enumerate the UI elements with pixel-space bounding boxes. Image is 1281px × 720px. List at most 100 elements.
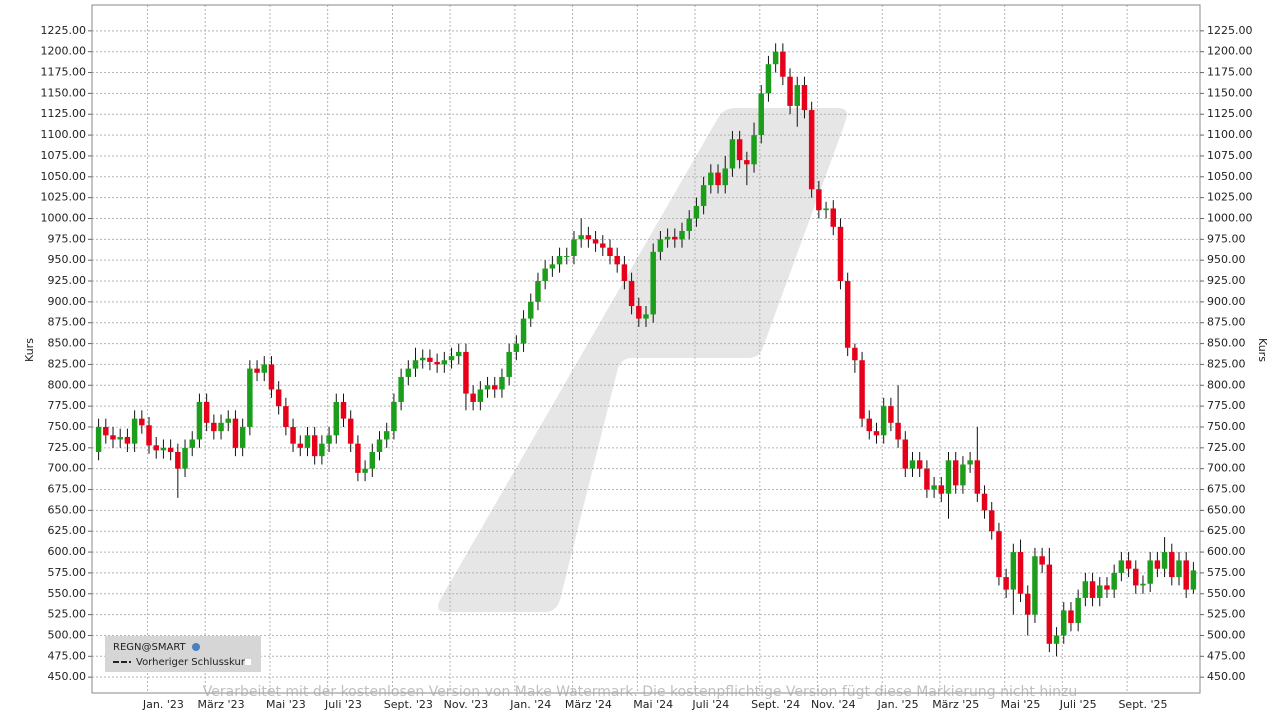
- y-tick-label: 900.00: [48, 295, 87, 308]
- candle-body: [218, 422, 224, 432]
- x-tick-label: Jan. '25: [877, 698, 919, 711]
- candle-body: [535, 281, 541, 302]
- candle-body: [513, 343, 520, 352]
- candle-body: [391, 401, 397, 432]
- y-tick-label: 825.00: [48, 357, 87, 370]
- candle-body: [103, 426, 109, 436]
- candle-body: [124, 436, 131, 444]
- y-tick-label: 950.00: [48, 253, 87, 266]
- candle-body: [679, 230, 685, 240]
- candle-body: [542, 268, 548, 282]
- candle-body: [290, 426, 296, 444]
- y-tick-label: 525.00: [48, 608, 87, 621]
- candle-body: [319, 443, 325, 457]
- x-tick-label: März '25: [932, 698, 979, 711]
- legend: REGN@SMART Vorheriger Schlusskurs: [105, 636, 261, 672]
- candle-body: [556, 256, 563, 265]
- x-tick-label: Juli '23: [324, 698, 362, 711]
- candle-body: [1161, 552, 1168, 569]
- candle-body: [333, 401, 340, 436]
- y2-tick-label: 925.00: [1207, 274, 1246, 287]
- y-tick-label: 600.00: [48, 545, 87, 558]
- candle-body: [225, 418, 231, 423]
- candle-body: [160, 447, 167, 451]
- x-tick-label: Mai '25: [1001, 698, 1041, 711]
- y2-tick-label: 450.00: [1207, 670, 1246, 683]
- logo-shape: [438, 108, 847, 612]
- x-tick-label: Sept. '23: [384, 698, 433, 711]
- y2-tick-label: 550.00: [1207, 587, 1246, 600]
- candle-body: [578, 235, 584, 240]
- candle-body: [427, 357, 433, 362]
- x-tick-label: Juli '24: [691, 698, 729, 711]
- y-tick-label: 1150.00: [41, 86, 87, 99]
- candle-body: [722, 168, 728, 186]
- candle-body: [383, 431, 390, 440]
- y-tick-label: 625.00: [48, 524, 87, 537]
- candle-body: [916, 460, 923, 469]
- candle-body: [592, 239, 599, 244]
- y-tick-label: 1000.00: [41, 211, 87, 224]
- candle-body: [888, 406, 894, 423]
- candle-body: [952, 460, 959, 486]
- y-tick-label: 775.00: [48, 399, 87, 412]
- candle-body: [117, 436, 123, 440]
- candle-body: [1039, 556, 1045, 565]
- candle-body: [866, 418, 873, 432]
- y2-tick-label: 975.00: [1207, 232, 1246, 245]
- candle-body: [1089, 581, 1096, 598]
- y2-tick-label: 725.00: [1207, 441, 1246, 454]
- y-tick-label: 1225.00: [41, 24, 87, 37]
- x-tick-label: Juli '25: [1059, 698, 1097, 711]
- candle-body: [95, 426, 102, 452]
- candle-body: [254, 368, 260, 373]
- candle-body: [564, 256, 570, 258]
- candle-body: [196, 401, 203, 440]
- candle-body: [945, 460, 952, 494]
- candle-body: [1010, 552, 1017, 590]
- candle-body: [1082, 581, 1089, 598]
- y2-tick-label: 1100.00: [1207, 128, 1253, 141]
- y-tick-label: 550.00: [48, 587, 87, 600]
- y2-tick-label: 1225.00: [1207, 24, 1253, 37]
- legend-entry: Vorheriger Schlusskurs: [136, 657, 250, 668]
- candle-body: [880, 406, 887, 436]
- candle-body: [492, 385, 498, 390]
- candle-body: [830, 208, 837, 227]
- candle-body: [816, 189, 822, 211]
- candle-body: [801, 85, 808, 111]
- candle-body: [636, 306, 642, 319]
- candle-body: [1025, 593, 1031, 615]
- candle-body: [981, 493, 988, 511]
- candle-body: [304, 435, 311, 448]
- candle-body: [585, 235, 592, 240]
- y2-tick-label: 1150.00: [1207, 86, 1253, 99]
- candle-body: [708, 172, 714, 186]
- candle-body: [823, 208, 829, 211]
- candle-body: [664, 236, 671, 240]
- candle-body: [1053, 635, 1060, 644]
- candle-body: [736, 139, 743, 161]
- candle-body: [1061, 610, 1067, 636]
- candle-body: [283, 406, 289, 427]
- candle-body: [167, 447, 174, 452]
- candle-body: [628, 281, 635, 307]
- candle-body: [528, 301, 534, 319]
- candle-body: [1147, 560, 1153, 584]
- candle-body: [765, 64, 772, 94]
- candle-body: [988, 510, 995, 532]
- y2-tick-label: 575.00: [1207, 566, 1246, 579]
- candle-body: [146, 425, 152, 446]
- candle-body: [549, 264, 556, 269]
- y2-tick-label: 900.00: [1207, 295, 1246, 308]
- candle-body: [700, 185, 707, 206]
- candle-body: [873, 431, 880, 436]
- candle-body: [895, 422, 901, 440]
- candle-body: [1118, 560, 1125, 573]
- candle-body: [672, 236, 678, 240]
- y2-tick-label: 600.00: [1207, 545, 1246, 558]
- legend-icon: [192, 643, 200, 651]
- candle-body: [347, 418, 354, 444]
- x-tick-label: Jan. '23: [142, 698, 184, 711]
